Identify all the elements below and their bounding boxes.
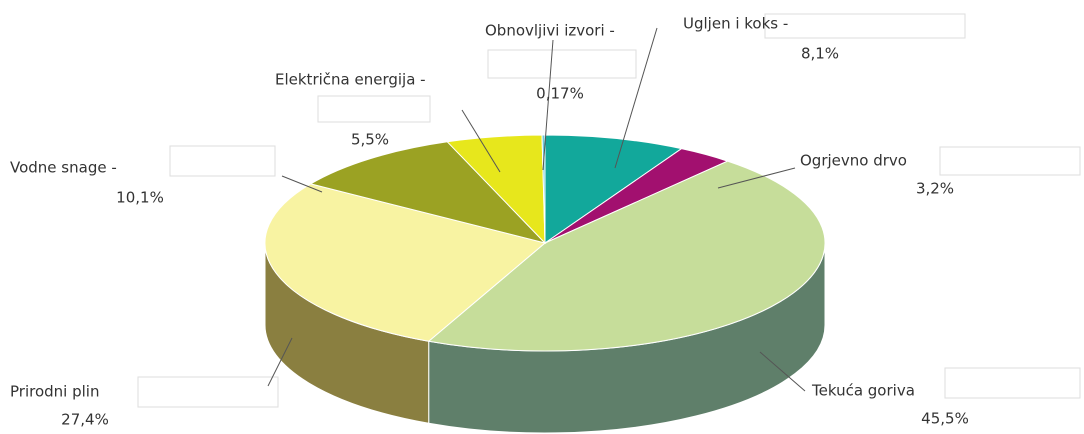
slice-label: Vodne snage - — [10, 159, 117, 177]
blank-box — [169, 145, 276, 177]
value-label: 45,5% — [921, 410, 969, 428]
blank-box — [487, 49, 637, 79]
slice-label: Ogrjevno drvo — [800, 152, 907, 170]
value-label: 10,1% — [116, 189, 164, 207]
slice-label: Električna energija - — [275, 71, 426, 89]
slice-label: Obnovljivi izvori - — [485, 22, 615, 40]
blank-box — [764, 13, 966, 39]
slice — [264, 183, 547, 342]
value-label: 3,2% — [916, 180, 954, 198]
slice-label: Ugljen i koks - — [683, 15, 788, 33]
slice — [427, 160, 826, 352]
label-boxes — [137, 13, 1081, 408]
value-label: 8,1% — [801, 45, 839, 63]
value-label: 27,4% — [61, 411, 109, 429]
slice — [541, 134, 546, 244]
value-label: 0,17% — [536, 85, 584, 103]
slice-label: Prirodni plin — [10, 383, 99, 401]
slice — [309, 141, 547, 244]
leader-line — [614, 27, 658, 169]
leader-line — [542, 39, 554, 171]
leader-line — [267, 337, 293, 387]
blank-box — [939, 146, 1081, 176]
leader-line — [461, 109, 501, 173]
blank-box — [137, 376, 279, 408]
slice — [544, 134, 683, 244]
value-label: 5,5% — [351, 131, 389, 149]
slice-label: Tekuća goriva — [811, 382, 915, 400]
leader-line — [759, 351, 806, 392]
leader-line — [281, 175, 323, 193]
leader-line — [717, 167, 796, 189]
blank-box — [944, 367, 1081, 399]
blank-box — [317, 95, 431, 123]
